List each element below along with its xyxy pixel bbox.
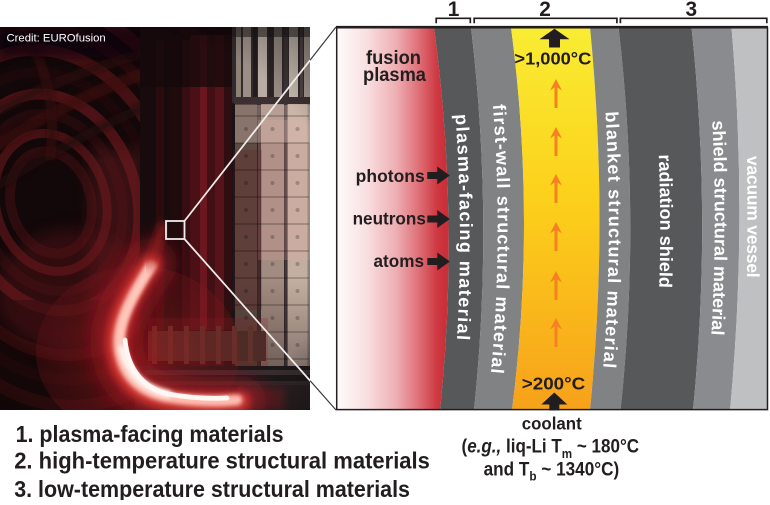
svg-text:3. low-temperature structural: 3. low-temperature structural materials: [14, 476, 410, 500]
svg-text:>200°C: >200°C: [522, 373, 585, 394]
svg-text:neutrons: neutrons: [353, 208, 426, 228]
svg-text:Credit: EUROfusion: Credit: EUROfusion: [7, 32, 106, 44]
svg-text:photons: photons: [356, 166, 425, 186]
svg-text:3: 3: [685, 0, 697, 21]
svg-text:vacuum vessel: vacuum vessel: [743, 156, 764, 278]
svg-text:1: 1: [448, 0, 460, 21]
svg-text:coolant: coolant: [522, 413, 582, 434]
svg-text:2: 2: [539, 0, 551, 21]
svg-text:and Tb ~ 1340°C): and Tb ~ 1340°C): [484, 459, 620, 484]
svg-text:2. high-temperature structural: 2. high-temperature structural materials: [14, 448, 430, 474]
svg-text:shield structural material: shield structural material: [707, 120, 730, 336]
svg-text:atoms: atoms: [374, 251, 424, 271]
svg-text:plasma-facing material: plasma-facing material: [451, 113, 476, 342]
svg-text:>1,000°C: >1,000°C: [514, 49, 591, 69]
svg-text:fusion: fusion: [366, 46, 421, 67]
svg-text:radiation shield: radiation shield: [655, 154, 677, 288]
svg-text:plasma: plasma: [363, 64, 427, 85]
svg-text:1. plasma-facing materials: 1. plasma-facing materials: [16, 421, 284, 447]
